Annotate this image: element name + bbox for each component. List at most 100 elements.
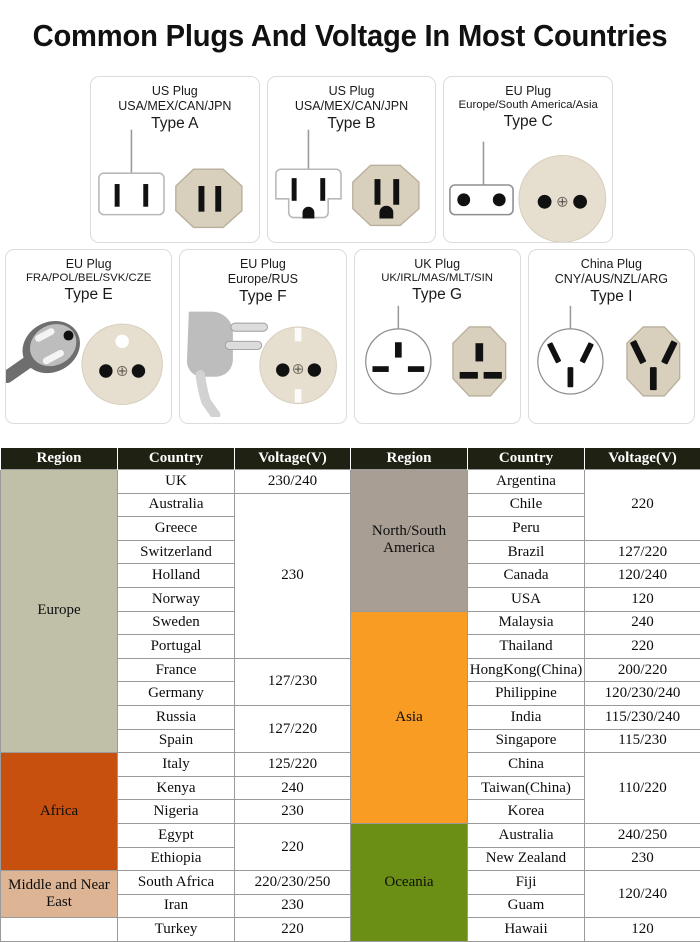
plug-countries: USA/MEX/CAN/JPN [91, 99, 259, 114]
voltage-cell-right: 240/250 [585, 823, 700, 847]
voltage-cell-left: 230 [235, 894, 351, 918]
plug-card-caption: UK Plug UK/IRL/MAS/MLT/SIN Type G [355, 257, 520, 304]
country-cell-right: Chile [468, 493, 585, 517]
voltage-cell-right: 220 [585, 470, 700, 541]
poster-root: Common Plugs And Voltage In Most Countri… [0, 0, 700, 922]
voltage-cell-right: 115/230/240 [585, 705, 700, 729]
plug-card-caption: EU Plug FRA/POL/BEL/SVK/CZE Type E [6, 257, 171, 304]
plug-name: China Plug [529, 257, 694, 272]
country-cell-right: HongKong(China) [468, 658, 585, 682]
region-cell-right: North/South America [351, 470, 468, 612]
table-header-row: Region Country Voltage(V) Region Country… [1, 448, 700, 470]
plug-card-type-f[interactable]: EU Plug Europe/RUS Type F [179, 249, 346, 424]
voltage-cell-right: 120/230/240 [585, 682, 700, 706]
country-cell-right: Korea [468, 800, 585, 824]
header-region-right: Region [351, 448, 468, 470]
voltage-cell-left: 220 [235, 823, 351, 870]
country-cell-left: UK [118, 470, 235, 494]
header-country-right: Country [468, 448, 585, 470]
country-cell-left: Portugal [118, 635, 235, 659]
country-cell-right: Thailand [468, 635, 585, 659]
voltage-cell-left: 220 [235, 918, 351, 942]
plug-countries: Europe/South America/Asia [444, 99, 612, 112]
country-cell-left: Russia [118, 705, 235, 729]
plug-illustration-type-f [180, 302, 345, 417]
country-cell-left: Spain [118, 729, 235, 753]
voltage-cell-right: 220 [585, 635, 700, 659]
voltage-cell-right: 120/240 [585, 871, 700, 918]
plug-countries: UK/IRL/MAS/MLT/SIN [355, 272, 520, 285]
plug-card-caption: US Plug USA/MEX/CAN/JPN Type A [91, 84, 259, 133]
country-cell-left: Iran [118, 894, 235, 918]
country-cell-left: France [118, 658, 235, 682]
plug-name: US Plug [268, 84, 436, 99]
header-voltage-right: Voltage(V) [585, 448, 700, 470]
header-voltage-left: Voltage(V) [235, 448, 351, 470]
country-cell-right: Argentina [468, 470, 585, 494]
country-cell-left: Kenya [118, 776, 235, 800]
country-cell-left: Sweden [118, 611, 235, 635]
country-cell-right: Canada [468, 564, 585, 588]
plug-cards-row-2: EU Plug FRA/POL/BEL/SVK/CZE Type E [5, 249, 695, 424]
country-cell-left: Nigeria [118, 800, 235, 824]
plug-countries: FRA/POL/BEL/SVK/CZE [6, 272, 171, 285]
region-cell-right: Oceania [351, 823, 468, 941]
header-region-left: Region [1, 448, 118, 470]
plug-card-caption: US Plug USA/MEX/CAN/JPN Type B [268, 84, 436, 133]
plug-illustration-type-g [355, 302, 520, 417]
voltage-cell-left: 230/240 [235, 470, 351, 494]
plug-name: EU Plug [6, 257, 171, 272]
country-cell-left: Turkey [118, 918, 235, 942]
country-cell-left: Australia [118, 493, 235, 517]
plug-name: EU Plug [180, 257, 345, 272]
voltage-cell-right: 120/240 [585, 564, 700, 588]
voltage-cell-right: 120 [585, 918, 700, 942]
country-cell-right: Hawaii [468, 918, 585, 942]
voltage-cell-left: 127/220 [235, 705, 351, 752]
plug-card-type-i[interactable]: China Plug CNY/AUS/NZL/ARG Type I [528, 249, 695, 424]
voltage-cell-right: 240 [585, 611, 700, 635]
region-cell-left [1, 918, 118, 942]
country-cell-left: Italy [118, 753, 235, 777]
plug-card-type-a[interactable]: US Plug USA/MEX/CAN/JPN Type A [90, 76, 260, 243]
plug-card-type-c[interactable]: EU Plug Europe/South America/Asia Type C [443, 76, 613, 243]
country-cell-right: USA [468, 587, 585, 611]
country-cell-right: Peru [468, 517, 585, 541]
region-cell-left: Europe [1, 470, 118, 753]
country-cell-left: Greece [118, 517, 235, 541]
voltage-cell-right: 110/220 [585, 753, 700, 824]
country-cell-left: Germany [118, 682, 235, 706]
country-cell-right: Taiwan(China) [468, 776, 585, 800]
voltage-cell-right: 127/220 [585, 540, 700, 564]
plug-card-type-e[interactable]: EU Plug FRA/POL/BEL/SVK/CZE Type E [5, 249, 172, 424]
country-cell-left: Norway [118, 587, 235, 611]
country-cell-left: Holland [118, 564, 235, 588]
plug-illustration-type-e [6, 302, 171, 417]
plug-illustration-type-a [91, 129, 259, 243]
plug-countries: CNY/AUS/NZL/ARG [529, 272, 694, 287]
region-cell-right: Asia [351, 611, 468, 823]
voltage-cell-left: 127/230 [235, 658, 351, 705]
plug-illustration-type-c [444, 129, 612, 243]
country-cell-right: Fiji [468, 871, 585, 895]
country-cell-right: Philippine [468, 682, 585, 706]
plug-card-type-g[interactable]: UK Plug UK/IRL/MAS/MLT/SIN Type G [354, 249, 521, 424]
region-cell-left: Middle and Near East [1, 871, 118, 918]
voltage-table: Region Country Voltage(V) Region Country… [0, 448, 700, 942]
country-cell-left: South Africa [118, 871, 235, 895]
plug-card-type-b[interactable]: US Plug USA/MEX/CAN/JPN Type B [267, 76, 437, 243]
country-cell-left: Switzerland [118, 540, 235, 564]
voltage-cell-left: 125/220 [235, 753, 351, 777]
country-cell-right: Brazil [468, 540, 585, 564]
country-cell-left: Egypt [118, 823, 235, 847]
country-cell-right: China [468, 753, 585, 777]
plug-countries: Europe/RUS [180, 272, 345, 287]
country-cell-right: Australia [468, 823, 585, 847]
country-cell-right: New Zealand [468, 847, 585, 871]
page-title: Common Plugs And Voltage In Most Countri… [21, 18, 679, 54]
